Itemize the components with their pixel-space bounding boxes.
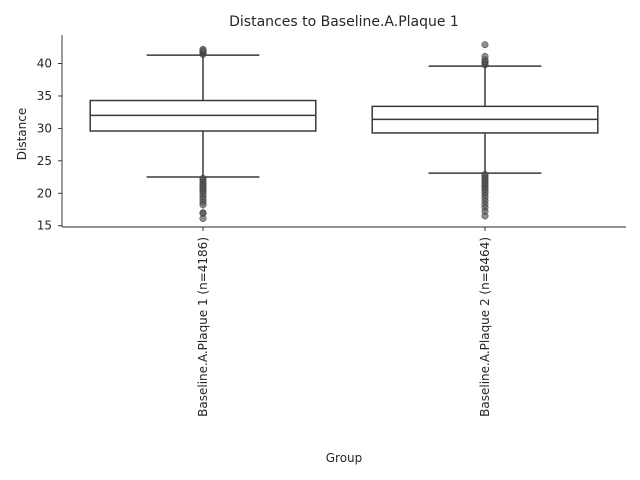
outlier-point — [199, 45, 207, 53]
x-axis-label: Group — [326, 451, 363, 465]
y-tick-label: 30 — [37, 121, 52, 135]
y-tick-label: 40 — [37, 57, 52, 71]
box-group — [371, 41, 599, 220]
x-axis-ticks: Baseline.A.Plaque 1 (n=4186) Baseline.A.P… — [196, 227, 492, 417]
y-tick-label: 25 — [37, 154, 52, 168]
chart-title: Distances to Baseline.A.Plaque 1 — [229, 14, 459, 30]
box-group — [89, 45, 317, 223]
x-tick-label: Baseline.A.Plaque 1 (n=4186) — [196, 237, 210, 417]
y-tick-label: 15 — [37, 219, 52, 233]
x-tick-label: Baseline.A.Plaque 2 (n=8464) — [478, 237, 492, 417]
outlier-point — [199, 215, 207, 223]
y-tick-label: 35 — [37, 89, 52, 103]
y-axis-ticks: 15 20 25 30 35 40 — [37, 57, 62, 233]
plot-area — [89, 41, 599, 223]
y-axis-label: Distance — [15, 108, 29, 160]
outlier-point — [481, 212, 489, 220]
outlier-point — [199, 201, 207, 209]
outlier-point — [481, 41, 489, 49]
outlier-point — [481, 52, 489, 60]
y-tick-label: 20 — [37, 186, 52, 200]
